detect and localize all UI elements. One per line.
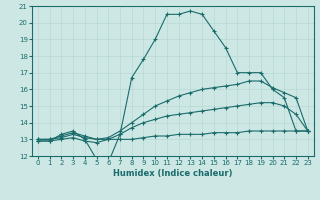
X-axis label: Humidex (Indice chaleur): Humidex (Indice chaleur) (113, 169, 233, 178)
